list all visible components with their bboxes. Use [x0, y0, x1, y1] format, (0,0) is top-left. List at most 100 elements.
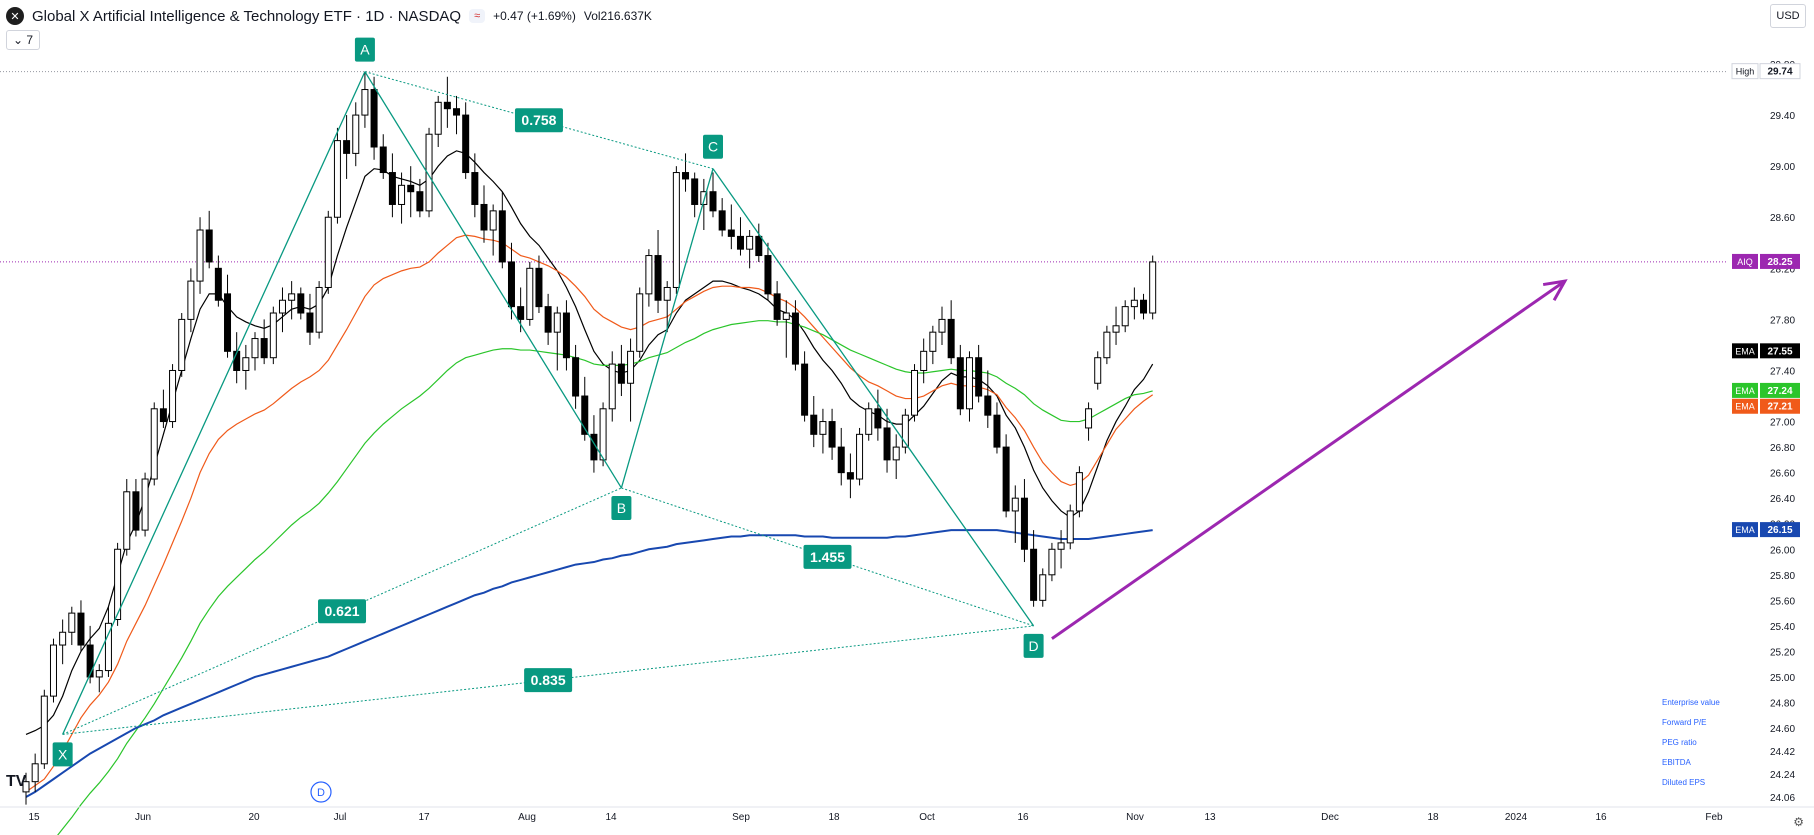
candle-up: [49, 644, 57, 697]
price-badge-tag-bg: [1732, 253, 1758, 269]
ratio-badge: [524, 668, 573, 693]
candle-down: [535, 267, 543, 308]
point-label: B: [617, 500, 626, 516]
candle-down: [416, 191, 424, 212]
candle-down: [507, 261, 515, 308]
candle-up: [398, 184, 406, 205]
candle-down: [874, 408, 882, 429]
candle-up: [1039, 574, 1047, 601]
candle-down: [562, 312, 570, 359]
y-tick-label: 27.40: [1770, 366, 1795, 377]
fundamental-peg-ratio[interactable]: PEG ratio: [1662, 738, 1697, 747]
ratio-label: 0.835: [531, 672, 566, 688]
ratio-badge: [318, 599, 367, 624]
candle-down: [498, 210, 506, 263]
price-badge-tag: EMA: [1735, 525, 1755, 535]
point-badge: [52, 742, 73, 767]
settings-gear-icon[interactable]: ⚙: [1793, 815, 1804, 829]
x-tick-label: Feb: [1705, 812, 1723, 823]
candle-up: [178, 318, 186, 371]
y-tick-label: 27.00: [1770, 418, 1795, 429]
market-status-icon[interactable]: ≈: [469, 9, 486, 23]
y-tick-label: 24.24: [1770, 770, 1795, 781]
x-tick-label: Nov: [1126, 812, 1144, 823]
price-badge-value: 27.55: [1767, 346, 1792, 357]
candle-down: [709, 191, 717, 212]
ema-line-0: [25, 150, 1154, 735]
pattern-leg: [712, 168, 1035, 627]
candle-up: [22, 781, 30, 793]
y-tick-label: 28.20: [1770, 264, 1795, 275]
x-tick-label: Aug: [518, 812, 536, 823]
fundamental-forward-pe[interactable]: Forward P/E: [1662, 718, 1707, 727]
trend-arrow-line: [1051, 279, 1566, 640]
price-badge: AIQ 28.25: [1732, 253, 1800, 269]
candle-down: [205, 229, 213, 263]
price-badge-value: 27.24: [1767, 386, 1792, 397]
candle-up: [1057, 542, 1065, 550]
price-badge-value: 28.25: [1767, 257, 1792, 268]
candle-up: [911, 369, 919, 416]
candle-up: [333, 140, 341, 218]
candle-up: [1085, 408, 1093, 429]
symbol-title[interactable]: Global X Artificial Intelligence & Techn…: [32, 7, 462, 25]
candle-up: [672, 172, 680, 288]
candle-up: [929, 331, 937, 352]
y-tick-label: 29.00: [1770, 162, 1795, 173]
candle-up: [700, 191, 708, 205]
candle-down: [1002, 446, 1010, 512]
candle-up: [242, 357, 250, 371]
candle-down: [718, 210, 726, 231]
candle-down: [77, 612, 85, 646]
x-tick-label: 15: [28, 812, 40, 823]
candle-down: [837, 446, 845, 474]
candle-down: [846, 472, 854, 480]
candle-down: [159, 408, 167, 423]
candle-up: [114, 548, 122, 620]
x-tick-label: 16: [1017, 812, 1029, 823]
candle-down: [453, 108, 461, 116]
candle-up: [553, 312, 561, 333]
y-tick-label: 25.40: [1770, 622, 1795, 633]
y-tick-label: 24.42: [1770, 747, 1795, 758]
candle-down: [682, 172, 690, 180]
volume-readout: Vol216.637K: [583, 9, 652, 23]
x-tick-label: 18: [828, 812, 840, 823]
candle-up: [1149, 261, 1157, 314]
pattern-leg: [364, 71, 622, 489]
candle-up: [965, 357, 973, 410]
indicators-toggle-button[interactable]: ⌄ 7: [6, 30, 41, 50]
price-badge-tag: EMA: [1735, 346, 1755, 356]
x-tick-label: 13: [1204, 812, 1216, 823]
candle-down: [975, 357, 983, 397]
fundamental-diluted-eps[interactable]: Diluted EPS: [1662, 778, 1706, 787]
ratio-label: 0.758: [521, 112, 556, 128]
candle-up: [141, 478, 149, 531]
ema-line-1: [25, 234, 1154, 793]
price-badge-tag: AIQ: [1737, 257, 1753, 267]
y-tick-label: 29.40: [1770, 111, 1795, 122]
candle-down: [791, 312, 799, 365]
candle-up: [1094, 357, 1102, 384]
price-badge-value: 26.15: [1767, 525, 1792, 536]
candle-down: [544, 306, 552, 333]
price-badge-value: 29.74: [1767, 67, 1792, 78]
candle-up: [865, 408, 873, 435]
candle-up: [104, 622, 112, 672]
price-badge-value-bg: [1760, 253, 1800, 269]
ratio-label: 1.455: [810, 549, 845, 565]
x-tick-label: 16: [1595, 812, 1607, 823]
candle-up: [1011, 497, 1019, 512]
fundamental-ebitda[interactable]: EBITDA: [1662, 758, 1691, 767]
candle-down: [471, 172, 479, 205]
candle-down: [617, 363, 625, 384]
candle-up: [856, 433, 864, 480]
candle-down: [993, 414, 1001, 448]
point-label: X: [58, 746, 68, 762]
price-badge-tag-bg: [1732, 522, 1758, 538]
currency-button[interactable]: USD: [1770, 4, 1806, 28]
fundamental-enterprise-value[interactable]: Enterprise value: [1662, 698, 1720, 707]
candle-down: [86, 644, 94, 678]
y-tick-label: 24.06: [1770, 793, 1795, 804]
